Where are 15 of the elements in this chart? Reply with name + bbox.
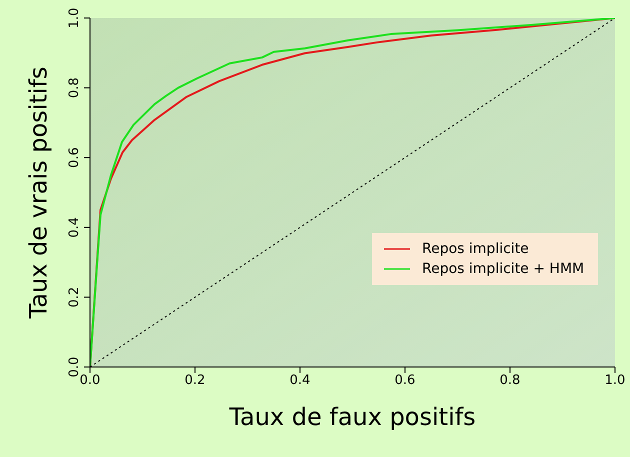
legend-label: Repos implicite bbox=[422, 240, 529, 259]
x-tick-label: 0.2 bbox=[184, 373, 206, 388]
x-tick-label: 1.0 bbox=[604, 373, 626, 388]
x-tick-label: 0.8 bbox=[500, 373, 520, 388]
x-axis-title: Taux de faux positifs bbox=[228, 403, 476, 431]
y-tick-label: 0.4 bbox=[67, 217, 82, 238]
y-tick-label: 0.8 bbox=[67, 77, 82, 98]
y-tick-label: 0.6 bbox=[67, 147, 82, 168]
y-axis-title: Taux de vrais positifs bbox=[24, 66, 53, 320]
x-tick-label: 0.0 bbox=[80, 373, 100, 388]
y-tick-label: 1.0 bbox=[67, 8, 82, 28]
x-tick-label: 0.4 bbox=[290, 373, 310, 388]
legend-label: Repos implicite + HMM bbox=[422, 260, 584, 279]
y-tick-label: 0.2 bbox=[67, 286, 82, 308]
x-tick-label: 0.6 bbox=[394, 373, 416, 388]
